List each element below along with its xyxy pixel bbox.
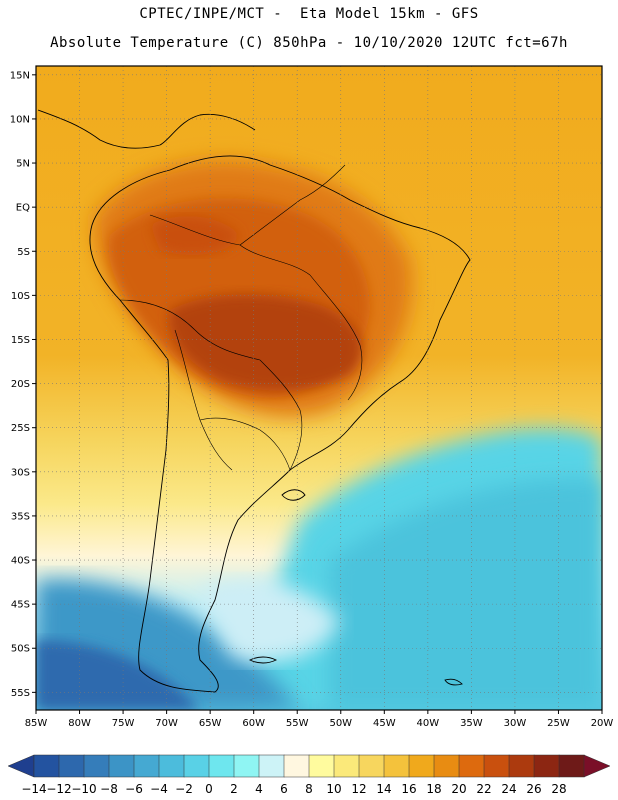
latitude-label: 5N	[16, 159, 30, 170]
colorbar-label: −2	[175, 782, 193, 796]
colorbar-label: −4	[150, 782, 168, 796]
colorbar-swatch	[283, 754, 310, 778]
colorbar-label: 6	[280, 782, 288, 796]
colorbar-swatch	[158, 754, 185, 778]
colorbar-label: 2	[230, 782, 238, 796]
colorbar-label: 4	[255, 782, 263, 796]
colorbar-swatch	[333, 754, 360, 778]
latitude-label: 5S	[17, 247, 30, 258]
colorbar-swatch	[483, 754, 510, 778]
colorbar-swatch	[308, 754, 335, 778]
latitude-label: 15S	[11, 335, 30, 346]
falkland-islands	[248, 656, 278, 664]
colorbar-label: −10	[71, 782, 96, 796]
colorbar-swatch	[83, 754, 110, 778]
colorbar-label: 24	[501, 782, 516, 796]
latitude-label: 10S	[11, 291, 30, 302]
longitude-label: 20W	[591, 718, 614, 729]
colorbar-swatch	[258, 754, 285, 778]
rio-de-la-plata	[281, 489, 306, 501]
colder-ocean-region	[330, 478, 602, 710]
header-title: CPTEC/INPE/MCT - Eta Model 15km - GFS	[139, 6, 479, 22]
header-subtitle: Absolute Temperature (C) 850hPa - 10/10/…	[50, 35, 568, 51]
longitude-label: 50W	[329, 718, 352, 729]
colorbar-label: −14	[21, 782, 46, 796]
colorbar-label: 22	[476, 782, 491, 796]
colorbar-swatch	[458, 754, 485, 778]
latitude-labels: 15N 10N 5N EQ 5S 10S 15S 20S 25S 30S 35S 40S 45S 50S 5…	[10, 70, 36, 699]
colorbar-swatch	[508, 754, 535, 778]
colorbar-swatch	[533, 754, 560, 778]
latitude-label: 35S	[11, 511, 30, 522]
colorbar-swatch	[208, 754, 235, 778]
longitude-label: 75W	[112, 718, 135, 729]
longitude-label: 65W	[199, 718, 222, 729]
colorbar-label: 18	[426, 782, 441, 796]
colorbar-label: 10	[326, 782, 341, 796]
latitude-label: EQ	[16, 203, 30, 214]
latitude-label: 10N	[10, 114, 30, 125]
colorbar-label: −12	[46, 782, 71, 796]
colorbar-label: 28	[551, 782, 566, 796]
latitude-label: 40S	[11, 556, 30, 567]
central-america-coastline	[37, 109, 256, 149]
latitude-label: 15N	[10, 70, 30, 81]
colorbar-swatch	[358, 754, 385, 778]
coastlines	[37, 109, 471, 693]
south-america-coastline	[89, 155, 471, 693]
latitude-label: 55S	[11, 688, 30, 699]
colorbar-label: 26	[526, 782, 541, 796]
colorbar-swatch	[108, 754, 135, 778]
colorbar-swatch	[133, 754, 160, 778]
longitude-label: 40W	[417, 718, 440, 729]
colorbar-label: 0	[205, 782, 213, 796]
longitude-label: 80W	[68, 718, 91, 729]
colorbar-label: 16	[401, 782, 416, 796]
latitude-label: 25S	[11, 423, 30, 434]
temperature-field	[36, 66, 602, 710]
colorbar-swatch	[408, 754, 435, 778]
colorbar-label: 12	[351, 782, 366, 796]
longitude-label: 30W	[504, 718, 527, 729]
colorbar-arrow-high	[583, 754, 611, 778]
colorbar-swatch	[433, 754, 460, 778]
colorbar-label: 20	[451, 782, 466, 796]
patagonia-cool-region	[200, 580, 340, 662]
longitude-label: 25W	[547, 718, 570, 729]
longitude-labels: 85W 80W 75W 70W 65W 60W 55W 50W 45W 40W 35W 30W 25W 2…	[25, 710, 614, 729]
longitude-label: 70W	[155, 718, 178, 729]
colorbar-swatch	[58, 754, 85, 778]
latitude-label: 30S	[11, 467, 30, 478]
amazon-hot-region	[150, 216, 240, 255]
longitude-label: 35W	[460, 718, 483, 729]
political-borders	[119, 164, 363, 471]
colorbar-label: −8	[100, 782, 118, 796]
colorbar-swatch	[558, 754, 585, 778]
hottest-region	[169, 294, 363, 391]
colorbar-swatch	[383, 754, 410, 778]
colorbar-label: 8	[305, 782, 313, 796]
colorbar-label: 14	[376, 782, 391, 796]
longitude-label: 55W	[286, 718, 309, 729]
colorbar-swatch	[233, 754, 260, 778]
map-frame	[35, 65, 603, 711]
colorbar: −14 −12 −10 −8 −6 −4 −2 0 2 4 6 8 10 12 14 16 18 20 22 24 26…	[7, 754, 611, 796]
longitude-label: 60W	[242, 718, 265, 729]
latitude-label: 20S	[11, 379, 30, 390]
colorbar-swatch	[33, 754, 60, 778]
latitude-label: 50S	[11, 644, 30, 655]
colorbar-label: −6	[125, 782, 143, 796]
latitude-label: 45S	[11, 600, 30, 611]
colorbar-arrow-low	[7, 754, 35, 778]
south-georgia-island	[444, 678, 463, 686]
longitude-label: 45W	[373, 718, 396, 729]
longitude-label: 85W	[25, 718, 48, 729]
colorbar-swatch	[183, 754, 210, 778]
